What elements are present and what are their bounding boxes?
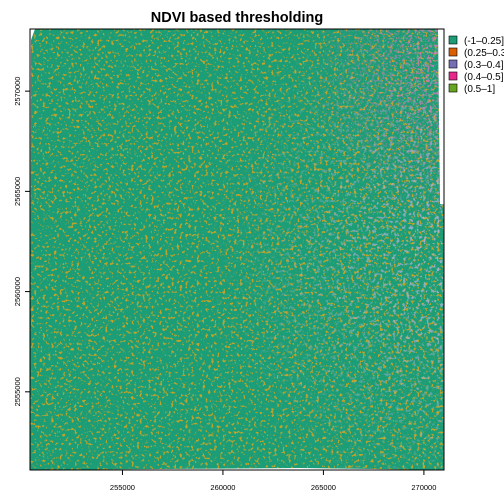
ndvi-raster — [30, 29, 444, 470]
legend-label: (-1–0.25] — [464, 36, 504, 47]
legend-label: (0.3–0.4] — [464, 60, 504, 71]
legend-label: (0.4–0.5] — [464, 72, 504, 83]
legend-label: (0.5–1] — [464, 84, 495, 95]
legend-swatch — [448, 35, 458, 45]
y-tick-label: 2555000 — [13, 377, 22, 406]
map-title: NDVI based thresholding — [151, 10, 323, 26]
legend-swatch — [448, 59, 458, 69]
y-tick-label: 2570000 — [13, 77, 22, 106]
x-tick-label: 260000 — [210, 483, 235, 492]
y-tick-label: 2565000 — [13, 177, 22, 206]
class-speckle-pink — [30, 29, 444, 470]
y-axis: 2555000 2560000 2565000 2570000 — [13, 77, 30, 406]
plot-frame — [29, 28, 445, 471]
x-tick-label: 255000 — [110, 483, 135, 492]
x-axis: 255000 260000 265000 270000 — [110, 470, 436, 492]
legend-label: (0.25–0.3] — [464, 48, 504, 59]
x-tick-label: 270000 — [411, 483, 436, 492]
y-tick-label: 2560000 — [13, 277, 22, 306]
legend-swatch — [448, 47, 458, 57]
legend-swatch — [448, 83, 458, 93]
x-tick-label: 265000 — [311, 483, 336, 492]
legend-swatch — [448, 71, 458, 81]
legend: (-1–0.25](0.25–0.3](0.3–0.4](0.4–0.5](0.… — [448, 35, 504, 95]
